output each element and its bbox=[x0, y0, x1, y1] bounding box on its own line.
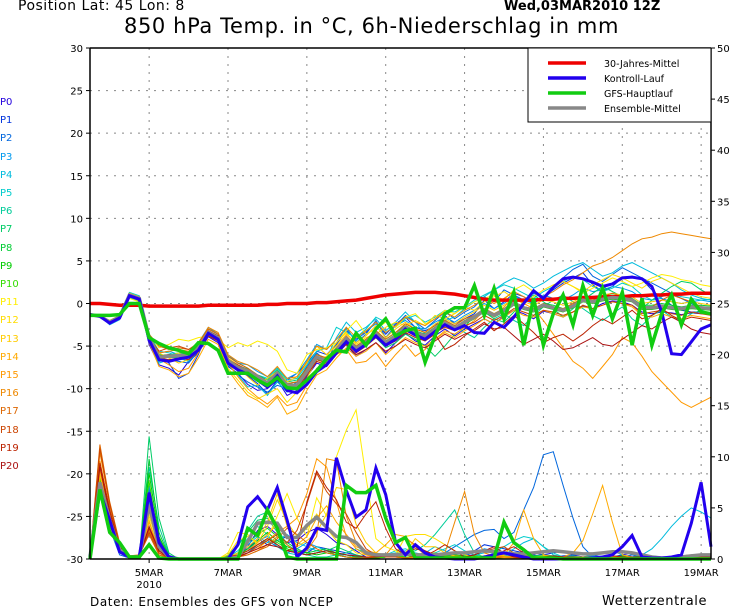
left-tick-label: -15 bbox=[67, 427, 83, 438]
left-tick-label: 25 bbox=[70, 87, 83, 98]
member-label-p3: P3 bbox=[0, 151, 13, 163]
member-label-p12: P12 bbox=[0, 315, 19, 327]
member-label-p18: P18 bbox=[0, 424, 19, 436]
run-date: Wed,03MAR2010 12Z bbox=[504, 0, 661, 14]
left-tick-label: -30 bbox=[67, 555, 83, 566]
member-label-p6: P6 bbox=[0, 206, 13, 218]
legend-label: GFS-Hauptlauf bbox=[604, 89, 673, 100]
x-tick-sublabel: 2010 bbox=[136, 580, 161, 591]
gfs-temp-line bbox=[90, 279, 712, 391]
left-tick-label: 5 bbox=[77, 257, 83, 268]
member-temp-line-p15 bbox=[89, 294, 712, 408]
chart-title: 850 hPa Temp. in °C, 6h-Niederschlag in … bbox=[124, 14, 620, 38]
member-temp-line-p11 bbox=[89, 273, 712, 374]
member-label-p13: P13 bbox=[0, 333, 19, 345]
member-label-p17: P17 bbox=[0, 406, 19, 418]
x-tick-label: 19MAR bbox=[684, 568, 719, 579]
left-tick-label: 20 bbox=[70, 129, 83, 140]
left-tick-label: -5 bbox=[73, 342, 83, 353]
member-temperature-lines bbox=[89, 231, 712, 415]
left-tick-label: 15 bbox=[70, 172, 83, 183]
member-label-p11: P11 bbox=[0, 297, 19, 309]
x-tick-label: 9MAR bbox=[292, 568, 321, 579]
member-label-p7: P7 bbox=[0, 224, 13, 236]
right-tick-label: 10 bbox=[717, 453, 730, 464]
x-tick-label: 7MAR bbox=[214, 568, 243, 579]
member-label-p10: P10 bbox=[0, 279, 19, 290]
right-tick-label: 0 bbox=[717, 555, 723, 566]
member-label-p1: P1 bbox=[0, 115, 13, 127]
member-precip-line-p16 bbox=[89, 452, 711, 560]
legend-label: Ensemble-Mittel bbox=[604, 104, 681, 115]
axes: -30 -25 -20 -15 -10 -5 0 5 10 15 20 25 30 0 5 10 15 20 25 3… bbox=[67, 44, 730, 591]
member-label-p5: P5 bbox=[0, 188, 13, 199]
main-series-lines bbox=[88, 275, 713, 561]
member-label-p2: P2 bbox=[0, 133, 13, 145]
legend-label: Kontroll-Lauf bbox=[604, 74, 665, 85]
member-precip-line-p18 bbox=[89, 448, 712, 560]
right-tick-label: 15 bbox=[717, 402, 730, 413]
x-tick-label: 11MAR bbox=[368, 568, 403, 579]
member-precipitation-lines bbox=[89, 408, 712, 560]
left-tick-label: 30 bbox=[70, 44, 83, 55]
legend-label: 30-Jahres-Mittel bbox=[604, 59, 679, 70]
member-precip-line-p19 bbox=[89, 462, 711, 560]
member-label-p15: P15 bbox=[0, 370, 19, 381]
left-tick-label: -20 bbox=[67, 470, 83, 481]
member-label-p9: P9 bbox=[0, 260, 13, 272]
data-source-note: Daten: Ensembles des GFS von NCEP bbox=[90, 595, 334, 609]
x-tick-label: 5MAR bbox=[135, 568, 164, 579]
member-label-p14: P14 bbox=[0, 351, 19, 363]
member-temp-line-p2 bbox=[89, 263, 712, 393]
member-precip-line-p15 bbox=[89, 457, 711, 560]
member-label-p20: P20 bbox=[0, 461, 19, 472]
legend: 30-Jahres-Mittel Kontroll-Lauf GFS-Hauptla… bbox=[527, 47, 712, 123]
right-tick-label: 35 bbox=[717, 197, 730, 208]
position-label: Position Lat: 45 Lon: 8 bbox=[18, 0, 185, 14]
right-tick-label: 20 bbox=[717, 351, 730, 362]
x-tick-label: 17MAR bbox=[605, 568, 640, 579]
brand-label: Wetterzentrale bbox=[602, 594, 708, 609]
member-label-p0: P0 bbox=[0, 97, 13, 108]
member-precip-line-p8 bbox=[89, 458, 712, 560]
left-tick-label: -10 bbox=[67, 385, 83, 396]
right-tick-label: 40 bbox=[717, 146, 730, 157]
member-label-p19: P19 bbox=[0, 442, 19, 454]
left-tick-label: 10 bbox=[70, 214, 83, 225]
x-tick-label: 15MAR bbox=[526, 568, 561, 579]
member-label-p8: P8 bbox=[0, 242, 13, 254]
left-tick-label: -25 bbox=[67, 512, 83, 523]
control-precip-line bbox=[88, 457, 713, 561]
member-label-p4: P4 bbox=[0, 169, 13, 181]
right-tick-label: 45 bbox=[717, 95, 730, 106]
member-precip-line-p11 bbox=[89, 408, 711, 560]
right-tick-label: 30 bbox=[717, 248, 730, 259]
right-tick-label: 50 bbox=[717, 44, 730, 55]
right-tick-label: 5 bbox=[717, 504, 723, 515]
left-tick-label: 0 bbox=[77, 300, 83, 311]
member-precip-line-p2 bbox=[89, 451, 711, 560]
x-tick-label: 13MAR bbox=[447, 568, 482, 579]
right-tick-label: 25 bbox=[717, 300, 730, 311]
member-label-p16: P16 bbox=[0, 388, 19, 400]
